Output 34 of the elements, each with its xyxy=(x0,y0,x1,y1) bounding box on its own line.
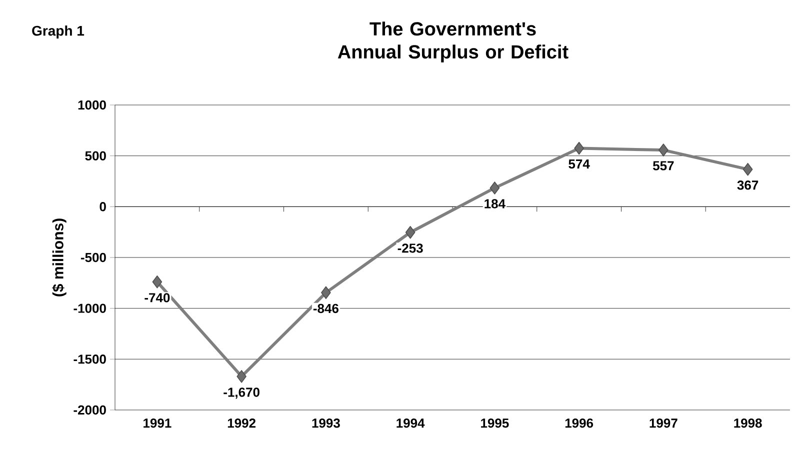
point xyxy=(321,286,331,300)
caption: Graph 1 xyxy=(32,25,84,39)
y-tick-label: 1000 xyxy=(78,100,106,110)
x-tick-label: 1991 xyxy=(144,418,172,428)
y-tick-label: -1000 xyxy=(74,304,106,313)
data-label: -740 xyxy=(144,293,170,302)
point xyxy=(236,370,246,383)
y-tick-label: 500 xyxy=(85,151,106,160)
chart-title: The Government's Annual Surplus or Deficit xyxy=(338,22,568,62)
x-tick-label: 1997 xyxy=(650,418,678,428)
x-tick-label: 1995 xyxy=(481,418,509,428)
y-tick-label: -1500 xyxy=(74,354,106,364)
x-tick-label: 1993 xyxy=(312,418,340,428)
data-label: 184 xyxy=(484,199,506,208)
point xyxy=(405,226,416,239)
x-tick-label: 1996 xyxy=(565,418,594,428)
y-tick-label: 0 xyxy=(100,202,106,212)
data-label: -846 xyxy=(313,304,338,314)
y-tick-label: -2000 xyxy=(74,405,106,415)
y-tick-label: -500 xyxy=(80,252,106,262)
data-label: 574 xyxy=(568,160,590,169)
data-label: -253 xyxy=(398,244,423,253)
data-label: 367 xyxy=(737,180,758,190)
point xyxy=(658,144,668,156)
point xyxy=(742,162,753,176)
point xyxy=(152,275,162,288)
x-tick-label: 1998 xyxy=(734,418,762,428)
x-tick-label: 1994 xyxy=(396,418,425,428)
x-tick-label: 1992 xyxy=(228,418,256,428)
y-axis-title: ($ millions) xyxy=(52,218,66,296)
point xyxy=(490,182,500,194)
point xyxy=(574,142,584,155)
data-label: 557 xyxy=(653,161,674,170)
data-label: -1,670 xyxy=(224,388,260,399)
